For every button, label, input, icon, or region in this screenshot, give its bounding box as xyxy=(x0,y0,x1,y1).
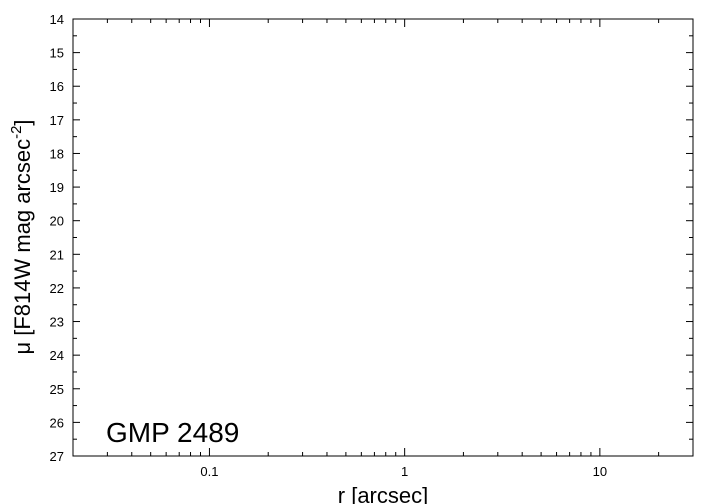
y-tick-label: 19 xyxy=(50,180,64,195)
axis-ticks xyxy=(72,19,694,456)
y-tick-label: 25 xyxy=(50,382,64,397)
y-axis-title-close: ] xyxy=(10,119,35,125)
y-tick-label: 23 xyxy=(50,315,64,330)
y-tick-label: 24 xyxy=(50,348,64,363)
tick-labels: 14 15 16 17 18 19 20 21 22 23 24 25 26 27 0.1 1 10 xyxy=(50,12,608,479)
y-tick-label: 18 xyxy=(50,146,64,161)
y-tick-label: 21 xyxy=(50,247,64,262)
x-axis-title: r [arcsec] xyxy=(338,483,428,504)
y-tick-label: 27 xyxy=(50,449,64,464)
y-axis-title-sup: -2 xyxy=(8,126,25,139)
y-axis-title-main: μ [F814W mag arcsec xyxy=(10,139,35,355)
y-tick-label: 22 xyxy=(50,281,64,296)
y-axis-title: μ [F814W mag arcsec-2] xyxy=(8,119,35,354)
y-tick-label: 20 xyxy=(50,214,64,229)
x-tick-label: 10 xyxy=(593,464,607,479)
y-tick-label: 26 xyxy=(50,415,64,430)
galaxy-label: GMP 2489 xyxy=(106,417,239,448)
y-tick-label: 17 xyxy=(50,113,64,128)
y-axis-title-group: μ [F814W mag arcsec-2] xyxy=(8,119,35,354)
plot-frame xyxy=(72,18,694,457)
x-tick-label: 0.1 xyxy=(200,464,218,479)
y-tick-label: 16 xyxy=(50,79,64,94)
y-tick-label: 15 xyxy=(50,46,64,61)
x-tick-label: 1 xyxy=(401,464,408,479)
y-tick-label: 14 xyxy=(50,12,64,27)
